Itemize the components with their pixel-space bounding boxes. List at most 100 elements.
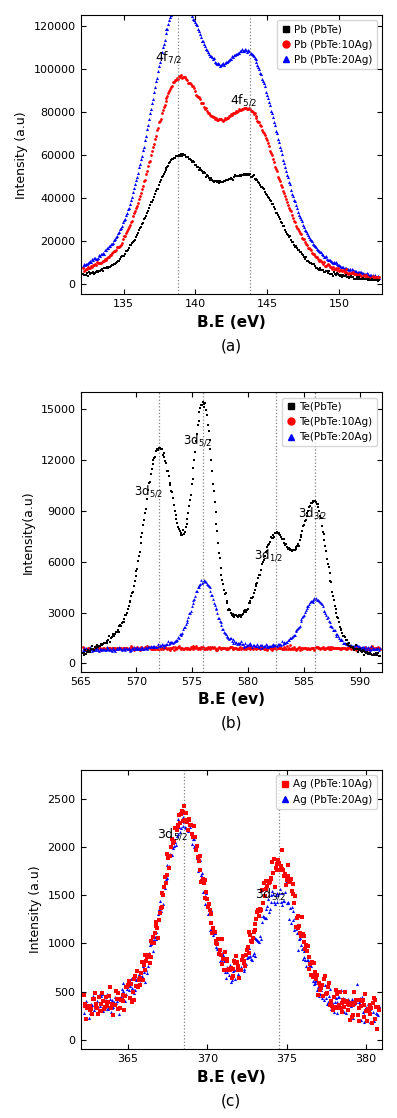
Point — [146, 955, 153, 973]
Point — [297, 208, 303, 226]
Point — [107, 991, 113, 1008]
Point — [320, 597, 326, 615]
Point — [294, 199, 300, 217]
Point — [193, 838, 199, 856]
Point — [314, 259, 320, 277]
Point — [370, 1012, 377, 1030]
Point — [85, 999, 91, 1017]
Point — [346, 260, 353, 278]
Point — [296, 206, 302, 224]
Point — [220, 576, 226, 594]
Point — [290, 541, 296, 559]
Point — [339, 638, 345, 656]
Point — [195, 578, 202, 596]
Point — [239, 167, 245, 184]
Point — [173, 822, 180, 840]
Point — [129, 188, 135, 206]
Point — [212, 639, 218, 657]
Point — [366, 641, 372, 659]
Point — [141, 961, 148, 979]
Point — [222, 639, 228, 657]
Point — [287, 636, 294, 654]
Point — [257, 638, 264, 656]
Point — [140, 141, 146, 159]
Point — [214, 173, 220, 191]
Point — [225, 110, 231, 127]
Point — [260, 179, 267, 197]
Point — [253, 54, 260, 72]
Point — [318, 245, 325, 263]
Point — [119, 641, 126, 659]
Point — [236, 969, 243, 987]
Point — [205, 906, 211, 923]
Point — [241, 639, 247, 657]
Point — [332, 253, 339, 271]
Point — [306, 948, 313, 966]
Point — [318, 982, 324, 999]
Point — [227, 637, 234, 655]
Point — [146, 152, 153, 170]
Point — [331, 620, 338, 638]
Point — [171, 832, 177, 850]
Point — [205, 42, 211, 60]
Point — [212, 493, 218, 511]
Point — [295, 619, 301, 637]
Point — [310, 591, 316, 609]
Point — [338, 257, 345, 275]
Point — [207, 901, 214, 919]
Point — [283, 536, 289, 553]
Point — [193, 433, 199, 451]
Point — [178, 641, 185, 659]
Point — [187, 818, 193, 836]
Point — [152, 638, 158, 656]
Point — [265, 89, 272, 107]
Point — [327, 641, 333, 659]
Point — [111, 241, 117, 259]
Point — [289, 207, 295, 225]
Point — [104, 239, 110, 257]
Point — [322, 247, 328, 265]
Point — [207, 47, 213, 65]
Point — [199, 31, 205, 49]
Point — [86, 643, 92, 661]
Point — [218, 56, 224, 74]
Point — [266, 638, 272, 656]
Point — [261, 639, 267, 657]
Point — [98, 636, 104, 654]
Point — [121, 1001, 127, 1018]
Point — [318, 509, 324, 527]
Point — [312, 590, 318, 608]
Point — [364, 264, 370, 282]
Point — [180, 0, 187, 10]
Point — [95, 264, 101, 282]
Point — [360, 638, 366, 656]
Point — [326, 258, 333, 276]
Point — [360, 639, 367, 657]
Point — [154, 440, 161, 458]
Point — [262, 183, 268, 201]
Point — [289, 882, 295, 900]
Point — [116, 617, 123, 635]
Point — [306, 228, 312, 246]
Point — [128, 637, 135, 655]
Point — [192, 836, 198, 854]
Point — [218, 613, 224, 631]
Point — [316, 974, 323, 992]
Point — [110, 256, 116, 274]
Point — [206, 921, 213, 939]
Point — [329, 582, 335, 600]
Point — [227, 50, 234, 68]
Point — [195, 639, 201, 657]
Point — [283, 224, 289, 241]
Point — [370, 639, 376, 657]
Point — [241, 42, 247, 60]
Point — [277, 210, 283, 228]
Point — [218, 559, 224, 577]
Point — [178, 818, 184, 836]
Point — [216, 56, 222, 74]
Point — [348, 639, 354, 657]
Point — [289, 542, 295, 560]
Point — [233, 45, 239, 63]
Point — [317, 259, 323, 277]
Point — [162, 161, 169, 179]
